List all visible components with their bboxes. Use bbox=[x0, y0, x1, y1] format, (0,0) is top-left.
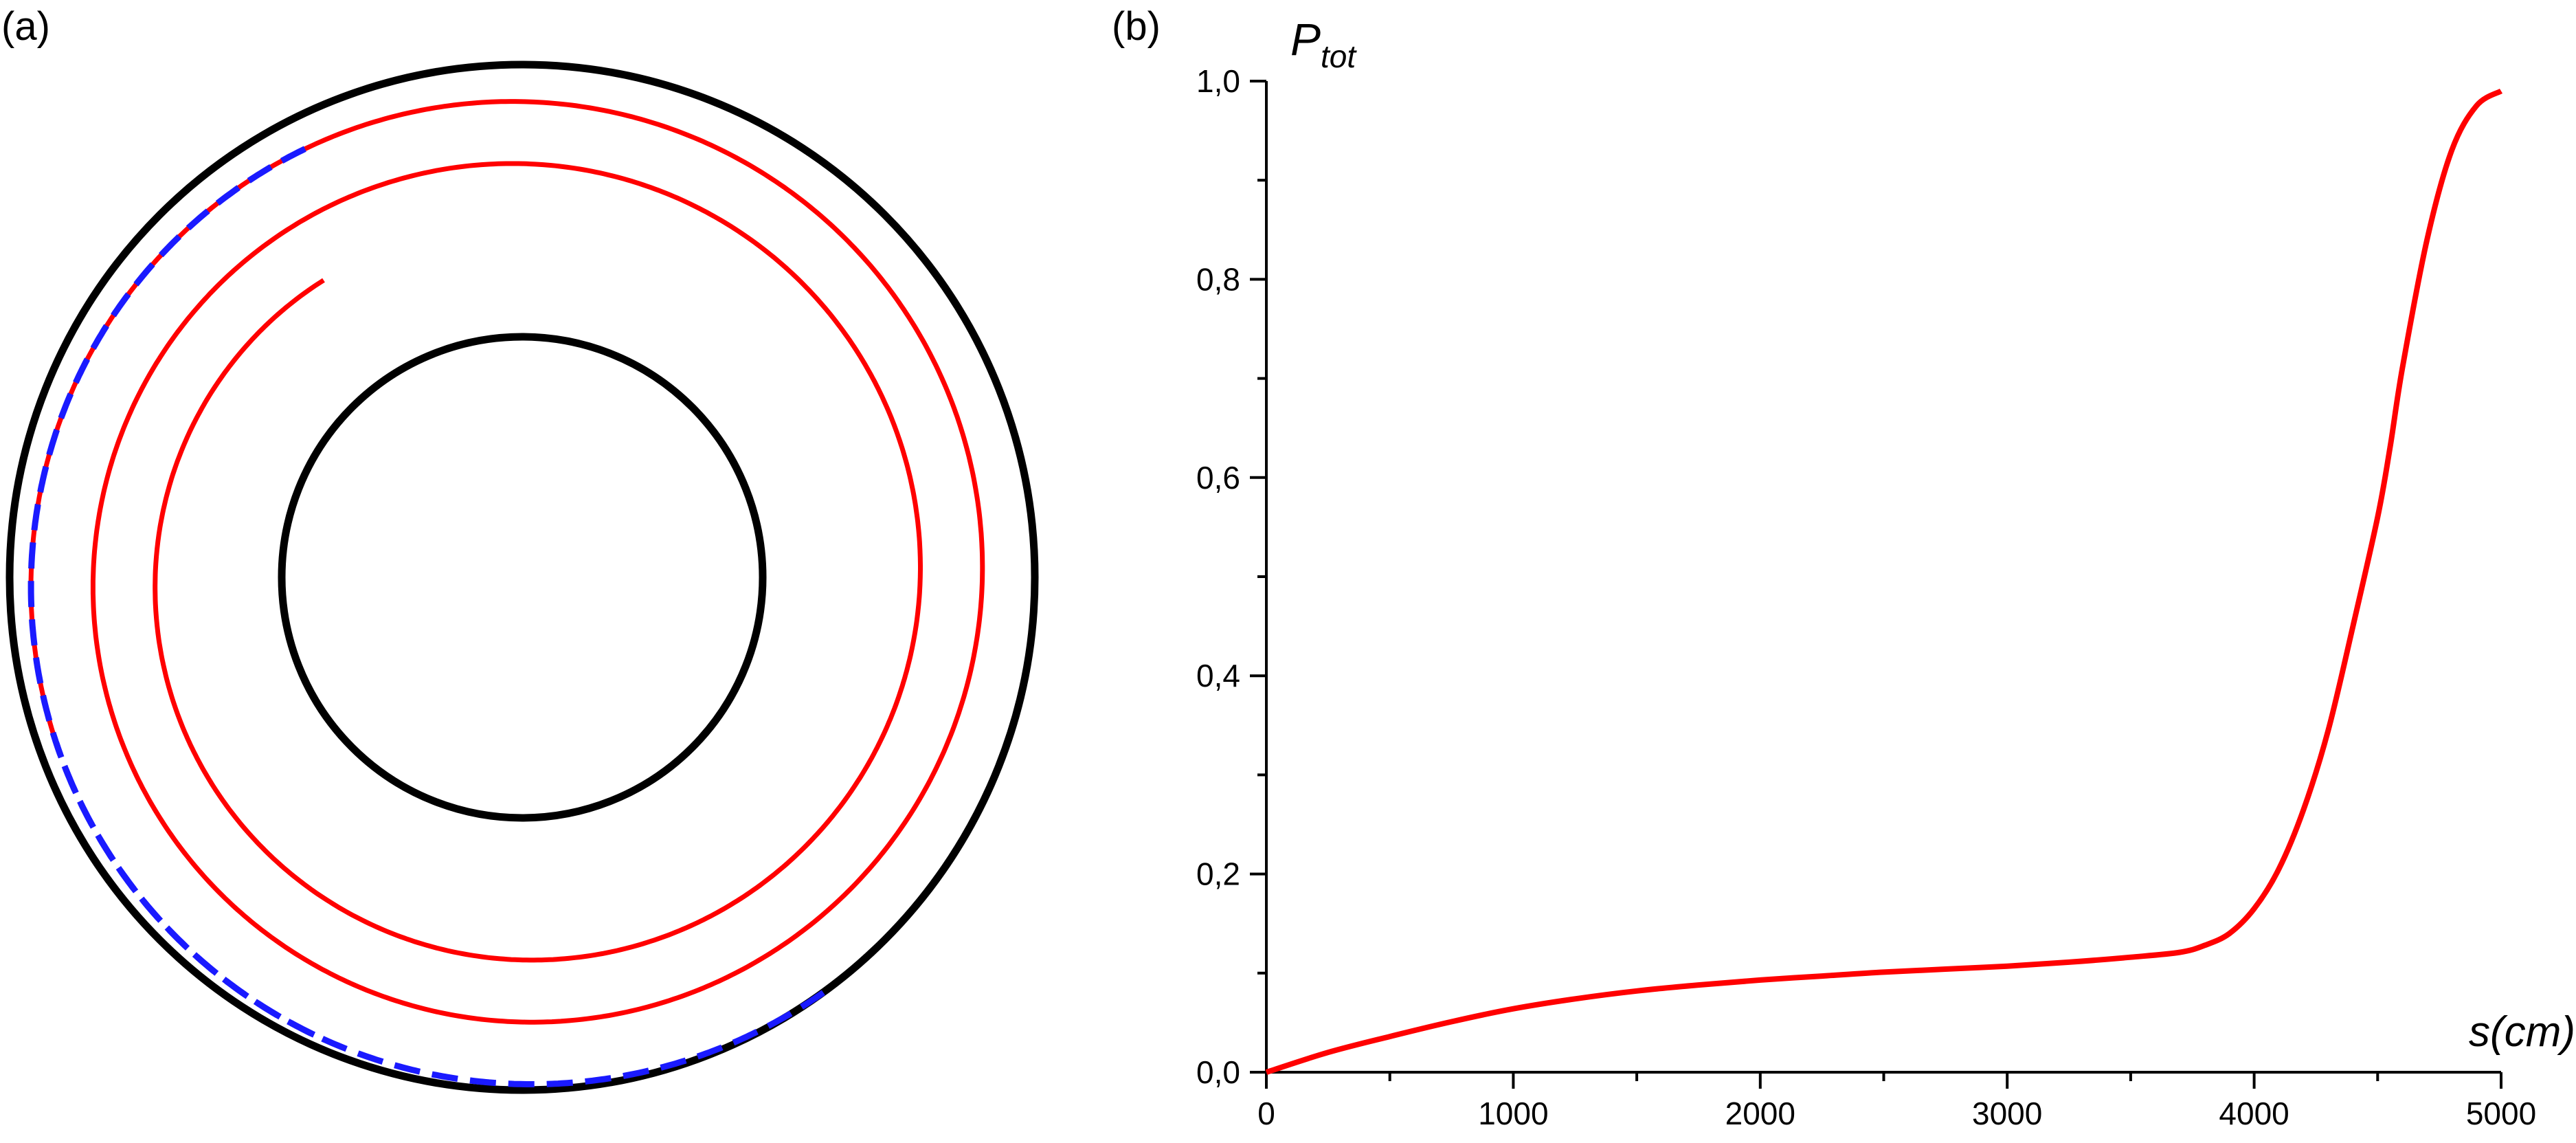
series-line-ptot bbox=[1265, 88, 2503, 1075]
x-tick-label: 5000 bbox=[2466, 1096, 2536, 1131]
panel-b: (b) 0 1000 2000 3000 4000 5000 0,0 0,2 0,4 0,6 0,8… bbox=[1112, 4, 2575, 1131]
outer-boundary-circle bbox=[5, 60, 1039, 1094]
x-tick-label: 4000 bbox=[2219, 1096, 2289, 1131]
y-tick-label: 1,0 bbox=[1196, 63, 1240, 99]
dashed-trajectory-right bbox=[53, 742, 825, 1087]
inner-boundary-circle bbox=[278, 333, 767, 822]
x-axis-title: s(cm) bbox=[2469, 1008, 2575, 1056]
x-tick-label: 1000 bbox=[1478, 1096, 1548, 1131]
y-axis-title-main: P bbox=[1290, 14, 1321, 65]
y-tick-label: 0,2 bbox=[1196, 856, 1240, 892]
panel-a: (a) bbox=[1, 4, 1039, 1094]
y-tick-label: 0,8 bbox=[1196, 261, 1240, 297]
x-tick-label: 0 bbox=[1257, 1096, 1275, 1131]
y-tick-label: 0,0 bbox=[1196, 1054, 1240, 1090]
panel-b-label: (b) bbox=[1112, 4, 1161, 49]
y-tick-label: 0,4 bbox=[1196, 658, 1240, 693]
x-tick-label: 2000 bbox=[1725, 1096, 1795, 1131]
axis-ticks: 0 1000 2000 3000 4000 5000 0,0 0,2 0,4 0,6 0,8 1,0 bbox=[1196, 63, 2536, 1131]
y-axis-title: Ptot bbox=[1290, 14, 1357, 74]
x-tick-label: 3000 bbox=[1972, 1096, 2042, 1131]
dashed-trajectory-left bbox=[27, 146, 318, 1039]
y-axis-title-sub: tot bbox=[1321, 38, 1357, 74]
panel-a-label: (a) bbox=[1, 4, 50, 49]
y-tick-label: 0,6 bbox=[1196, 460, 1240, 496]
spiral-trajectory bbox=[28, 99, 985, 1025]
